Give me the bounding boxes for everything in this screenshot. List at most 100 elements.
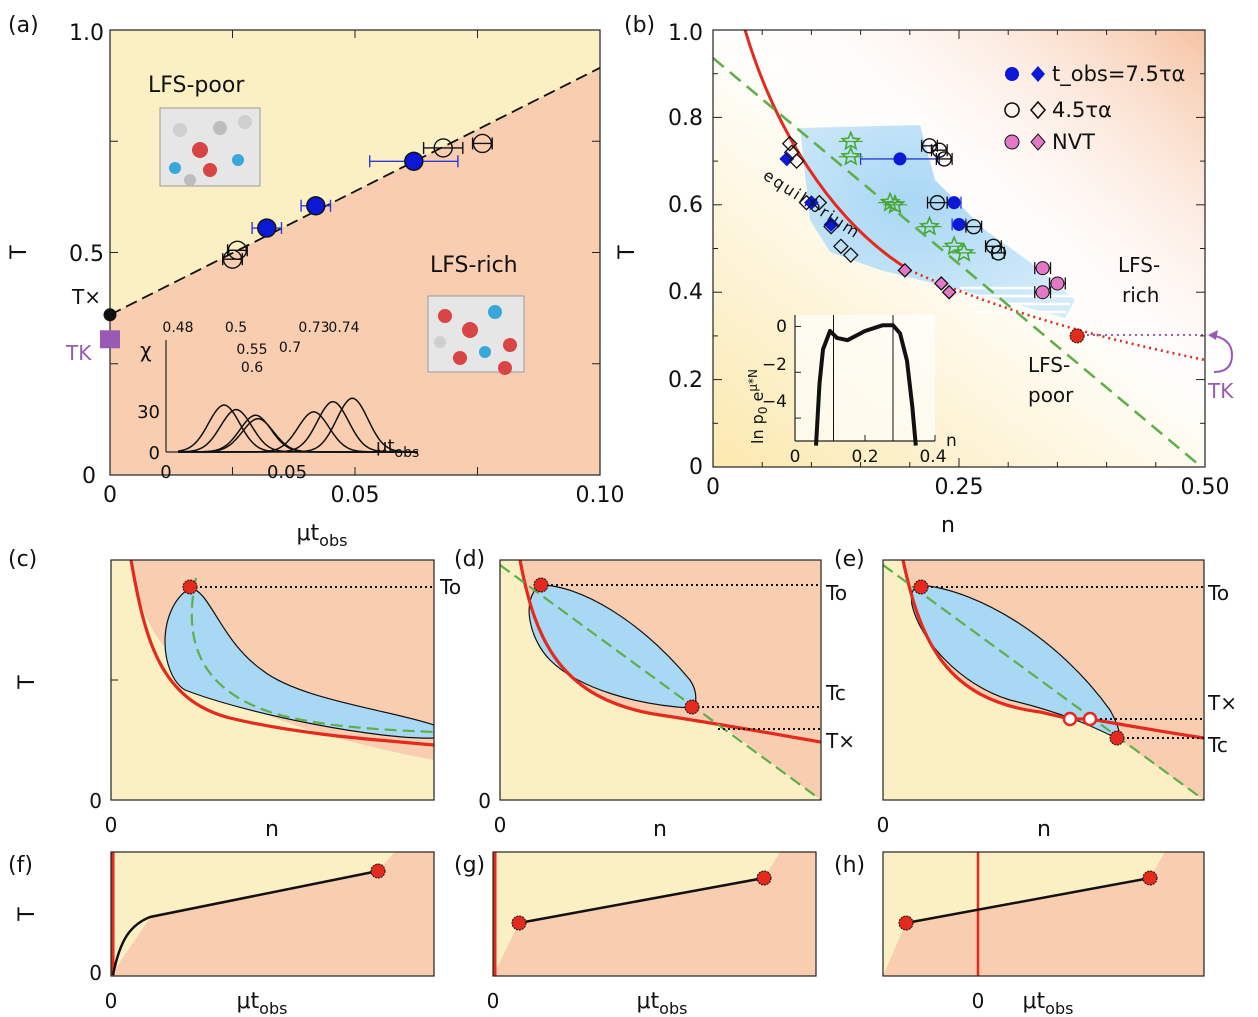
h-poor-bg xyxy=(883,852,1165,976)
b-point-open-diamond xyxy=(798,194,815,211)
b-xtick-0: 0 xyxy=(706,475,720,500)
a-inset-ytick-0: 0 xyxy=(149,443,160,464)
b-inset-ytick-1: −2 xyxy=(762,355,787,375)
b-point-blue-circle xyxy=(947,196,961,210)
a-ytick-2: 1.0 xyxy=(69,21,104,46)
d-critical-point-top xyxy=(533,577,549,593)
b-inset-ytick-0: 0 xyxy=(776,317,787,337)
b-xtick-2: 0.50 xyxy=(1181,475,1230,500)
f-poor-bg xyxy=(111,852,395,975)
g-coexistence xyxy=(518,876,765,925)
c-label-To: To xyxy=(439,575,461,599)
panel-label-f: (f) xyxy=(8,853,33,878)
a-point-filled xyxy=(404,151,424,171)
b-point-blue-circle xyxy=(952,217,966,231)
a-xtick-2: 0.10 xyxy=(576,483,625,508)
a-inset-curve-label: 0.48 xyxy=(162,320,193,336)
panel-d: (d) 0 0 n To Tc T× xyxy=(454,547,855,842)
panel-a: (a) 0 0.5 1.0 0 0.05 0.10 T μtobs LFS-po… xyxy=(7,13,624,550)
h-critical-left xyxy=(898,915,914,931)
h-xtick-0: 0 xyxy=(972,989,985,1013)
b-ytick-1: 0.2 xyxy=(668,368,703,393)
legend-item-3: NVT xyxy=(1052,130,1095,154)
legend-pink-diamond xyxy=(1030,133,1046,151)
b-point-blue-diamond xyxy=(823,217,839,232)
a-ytick-1: 0.5 xyxy=(69,242,104,267)
e-dashed xyxy=(883,564,1204,800)
panel-label-d: (d) xyxy=(454,547,485,572)
panel-label-g: (g) xyxy=(454,853,485,878)
b-point-pink-circle xyxy=(1035,261,1050,276)
b-ytick-3: 0.6 xyxy=(668,193,703,218)
f-ytick-0: 0 xyxy=(89,961,102,985)
f-critical-point xyxy=(370,863,386,879)
b-point-green-star xyxy=(943,235,965,256)
panel-label-a: (a) xyxy=(8,13,39,38)
b-dashed-green xyxy=(713,57,1204,467)
a-annot-Tcross: T× xyxy=(71,285,101,309)
panel-label-b: (b) xyxy=(624,13,655,38)
c-equilibrium xyxy=(129,560,434,747)
b-point-green-star xyxy=(884,193,906,214)
b-ytick-4: 0.8 xyxy=(668,106,703,131)
a-cube-poor xyxy=(159,107,261,187)
b-point-open-diamond xyxy=(842,247,859,263)
a-point-open xyxy=(227,240,248,260)
a-ticks xyxy=(109,29,601,476)
a-poor-bg xyxy=(110,30,600,315)
panel-g: (g) 0 μtobs xyxy=(454,851,817,1017)
panel-label-h: (h) xyxy=(834,853,865,878)
d-label-Tcross: T× xyxy=(825,729,855,753)
b-TK-arrowhead xyxy=(1208,330,1218,340)
b-legend: t_obs=7.5τα 4.5τα NVT xyxy=(1004,62,1185,154)
g-critical-left xyxy=(511,915,527,931)
e-xlabel: n xyxy=(1037,817,1051,842)
a-point-open xyxy=(472,133,493,154)
a-region-poor: LFS-poor xyxy=(148,73,245,98)
b-point-green-star xyxy=(840,130,862,151)
c-ytick-0: 0 xyxy=(89,789,102,813)
g-xtick-0: 0 xyxy=(487,989,500,1013)
b-ytick-5: 1.0 xyxy=(668,21,703,46)
g-poor-bg xyxy=(493,852,780,976)
b-point-open-circle xyxy=(966,218,982,235)
b-ticks xyxy=(712,29,1206,468)
e-xtick-0: 0 xyxy=(877,813,890,837)
legend-blue-diamond xyxy=(1031,66,1045,82)
a-xtick-0: 0 xyxy=(103,483,117,508)
d-xtick-0: 0 xyxy=(494,813,507,837)
a-inset: χ 0 30 0 0.05 μtobs 0.48 0.50.550.60.70.7… xyxy=(137,320,419,483)
a-inset-curve-label: 0.6 xyxy=(241,360,263,376)
legend-open-diamond xyxy=(1029,100,1047,120)
d-critical-point-bottom xyxy=(684,699,700,715)
e-poor-bg xyxy=(883,560,1204,800)
b-point-open-diamond xyxy=(811,194,828,211)
b-region-rich-2: rich xyxy=(1122,283,1159,307)
a-inset-curve xyxy=(178,397,418,453)
e-equilibrium-right xyxy=(1089,717,1204,740)
d-equilibrium xyxy=(518,560,821,744)
a-ytick-0: 0 xyxy=(82,464,96,489)
d-xlabel: n xyxy=(653,817,667,842)
panel-label-e: (e) xyxy=(834,547,865,572)
e-label-Tc: Tc xyxy=(1207,733,1228,757)
b-TK-arrow xyxy=(1209,334,1234,373)
b-region-rich-1: LFS- xyxy=(1118,253,1160,277)
b-point-green-star xyxy=(953,241,975,262)
b-inset-xtick-0: 0 xyxy=(790,447,801,467)
f-xtick-0: 0 xyxy=(105,989,118,1013)
a-inset-curve-label: 0.7 xyxy=(279,340,301,356)
e-coexist-left xyxy=(1062,711,1078,727)
a-inset-ylabel: χ xyxy=(140,338,152,362)
b-annot-TK: TK xyxy=(1207,379,1234,403)
b-ylabel: T xyxy=(615,245,640,260)
b-point-open-circle xyxy=(936,151,952,167)
d-label-Tc: Tc xyxy=(825,681,846,705)
e-critical-point-top xyxy=(913,579,929,595)
legend-open-circle xyxy=(1004,102,1020,118)
a-TK-marker xyxy=(100,330,120,349)
c-critical-point xyxy=(182,579,198,595)
panel-f: (f) T 0 0 μtobs xyxy=(8,851,435,1017)
b-point-open-circle xyxy=(931,142,948,158)
a-inset-xtick-0: 0 xyxy=(160,462,171,483)
